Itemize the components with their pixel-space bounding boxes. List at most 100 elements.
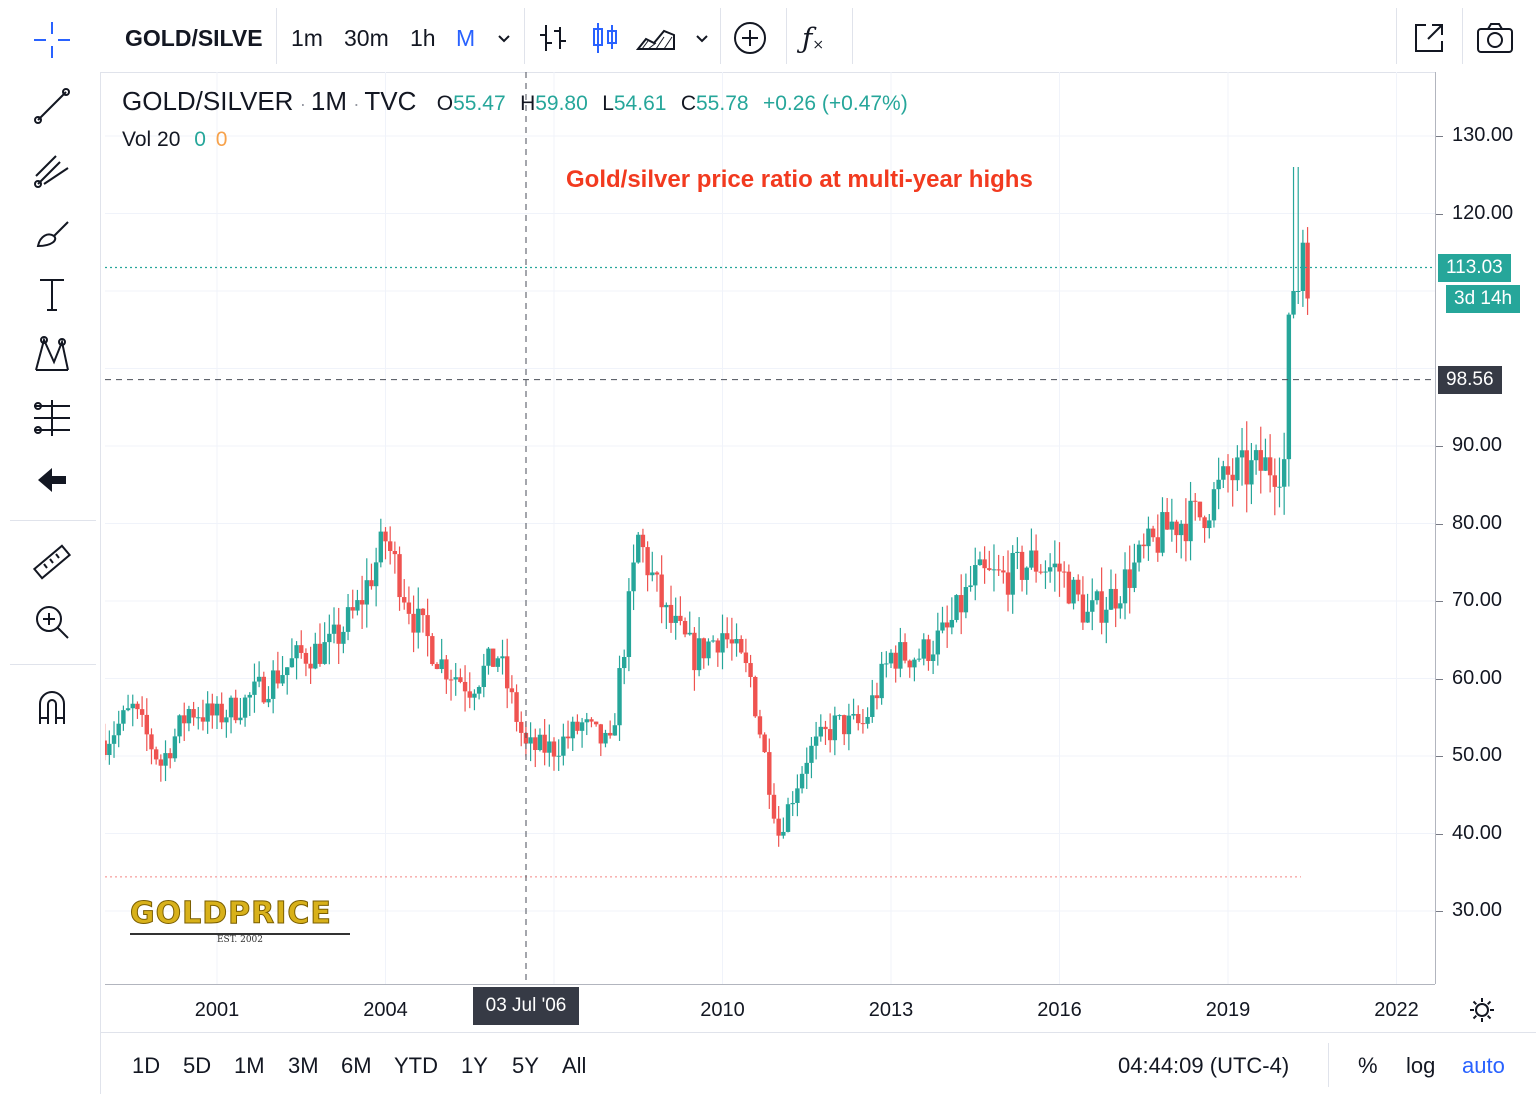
range-1m-button[interactable]: 1M [234,1053,265,1078]
area-style-icon[interactable] [636,18,676,58]
candle-body [809,745,814,763]
candle-style-icon[interactable] [588,18,622,58]
candle-body [851,713,856,716]
candle-body [369,580,374,587]
interval-1m-button[interactable]: 1m [291,24,323,51]
symbol-search-button[interactable]: GOLD/SILVE [125,24,263,51]
legend-low-label: L [602,92,614,115]
candle-body [940,622,945,631]
candle-body [256,676,262,682]
candle-body [392,550,398,555]
range-3m-button[interactable]: 3M [288,1053,319,1078]
candle-body [1015,551,1020,554]
candle-body [1207,520,1212,529]
log-scale-toggle[interactable]: log [1406,1053,1436,1078]
arrow-back-icon[interactable] [22,458,82,502]
legend-interval: 1M [310,86,347,116]
candle-body [116,723,121,736]
candle-body [841,715,847,735]
crosshair-icon[interactable] [22,18,82,62]
interval-30m-button[interactable]: 30m [344,24,389,51]
compare-plus-icon[interactable] [732,18,768,58]
range-6m-button[interactable]: 6M [341,1053,372,1078]
brush-icon[interactable] [22,210,82,254]
text-icon[interactable] [22,272,82,316]
fullscreen-icon[interactable] [1412,18,1446,58]
interval-1h-button[interactable]: 1h [410,24,436,51]
candle-body [1099,591,1104,623]
time-axis[interactable]: 2001 2004 2010 2013 2016 2019 2022 03 Jul '06 [105,984,1435,1033]
candle-body [1258,450,1263,471]
candle-body [1047,567,1053,572]
price-tick-mark [1436,911,1443,912]
price-tick-mark [1436,833,1443,835]
candle-body [612,725,618,736]
candle-body [1211,489,1217,521]
price-tick-label: 30.00 [1452,899,1503,921]
trend-line-icon[interactable] [22,84,82,128]
prediction-icon[interactable] [22,396,82,440]
candle-body [1038,571,1043,573]
range-ytd-button[interactable]: YTD [394,1053,438,1078]
chart-pane[interactable] [105,72,1435,984]
snapshot-camera-icon[interactable] [1476,18,1514,58]
candle-body [790,802,795,805]
candle-body [1300,242,1306,291]
auto-scale-toggle[interactable]: auto [1462,1053,1505,1078]
candle-body [813,736,819,746]
pitchfork-icon[interactable] [22,148,82,192]
bar-style-icon[interactable] [536,18,570,58]
percent-scale-toggle[interactable]: % [1358,1053,1378,1078]
candle-body [107,743,112,756]
range-1d-button[interactable]: 1D [132,1053,161,1078]
candle-body [996,569,1001,571]
legend-close-label: C [680,92,696,115]
clock-timezone-button[interactable]: 04:44:09 (UTC-4) [1118,1053,1290,1078]
price-tick-label: 80.00 [1452,511,1503,534]
candle-body [144,714,149,735]
range-5y-button[interactable]: 5Y [512,1053,539,1078]
candle-body [1291,291,1296,315]
candle-body [420,608,426,616]
candle-body [631,562,636,592]
left-drawing-toolbar [0,0,101,1094]
candle-body [130,703,135,709]
candle-body [448,679,454,681]
candle-body [125,708,131,711]
ruler-icon[interactable] [22,540,82,584]
candle-body [1113,588,1118,609]
candle-body [439,659,444,670]
candlestick-chart[interactable] [105,72,1435,984]
interval-month-button[interactable]: M [456,24,476,51]
candle-body [1249,460,1254,485]
candle-body [785,804,791,832]
magnet-icon[interactable] [22,686,82,730]
interval-dropdown-chevron-down-icon[interactable] [496,18,512,58]
candle-body [781,831,786,836]
indicators-fx-icon[interactable]: ƒ × [802,21,825,55]
candle-body [355,600,360,611]
candle-body [832,715,838,741]
candle-body [977,559,983,566]
candle-body [172,736,178,759]
candle-body [584,719,589,723]
candle-body [523,732,529,744]
candle-body [1155,537,1160,553]
pattern-icon[interactable] [22,332,82,376]
candle-body [1033,550,1039,572]
range-1y-button[interactable]: 1Y [461,1053,488,1078]
candle-body [593,721,599,725]
price-tick-label: 130.00 [1452,124,1514,146]
axis-settings-gear-icon[interactable] [1458,992,1506,1028]
zoom-in-icon[interactable] [22,600,82,644]
price-axis[interactable]: 130.00 120.00 90.00 80.00 70.00 60.00 50.00 40.… [1435,72,1536,984]
time-tick-label: 2004 [363,999,408,1021]
candle-body [1193,500,1198,502]
chart-style-chevron-down-icon[interactable] [694,18,710,58]
range-all-button[interactable]: All [562,1053,587,1078]
candle-body [317,643,323,664]
candle-body [1267,457,1273,476]
range-5d-button[interactable]: 5D [183,1053,212,1078]
candle-body [289,658,295,668]
candle-body [607,732,613,736]
